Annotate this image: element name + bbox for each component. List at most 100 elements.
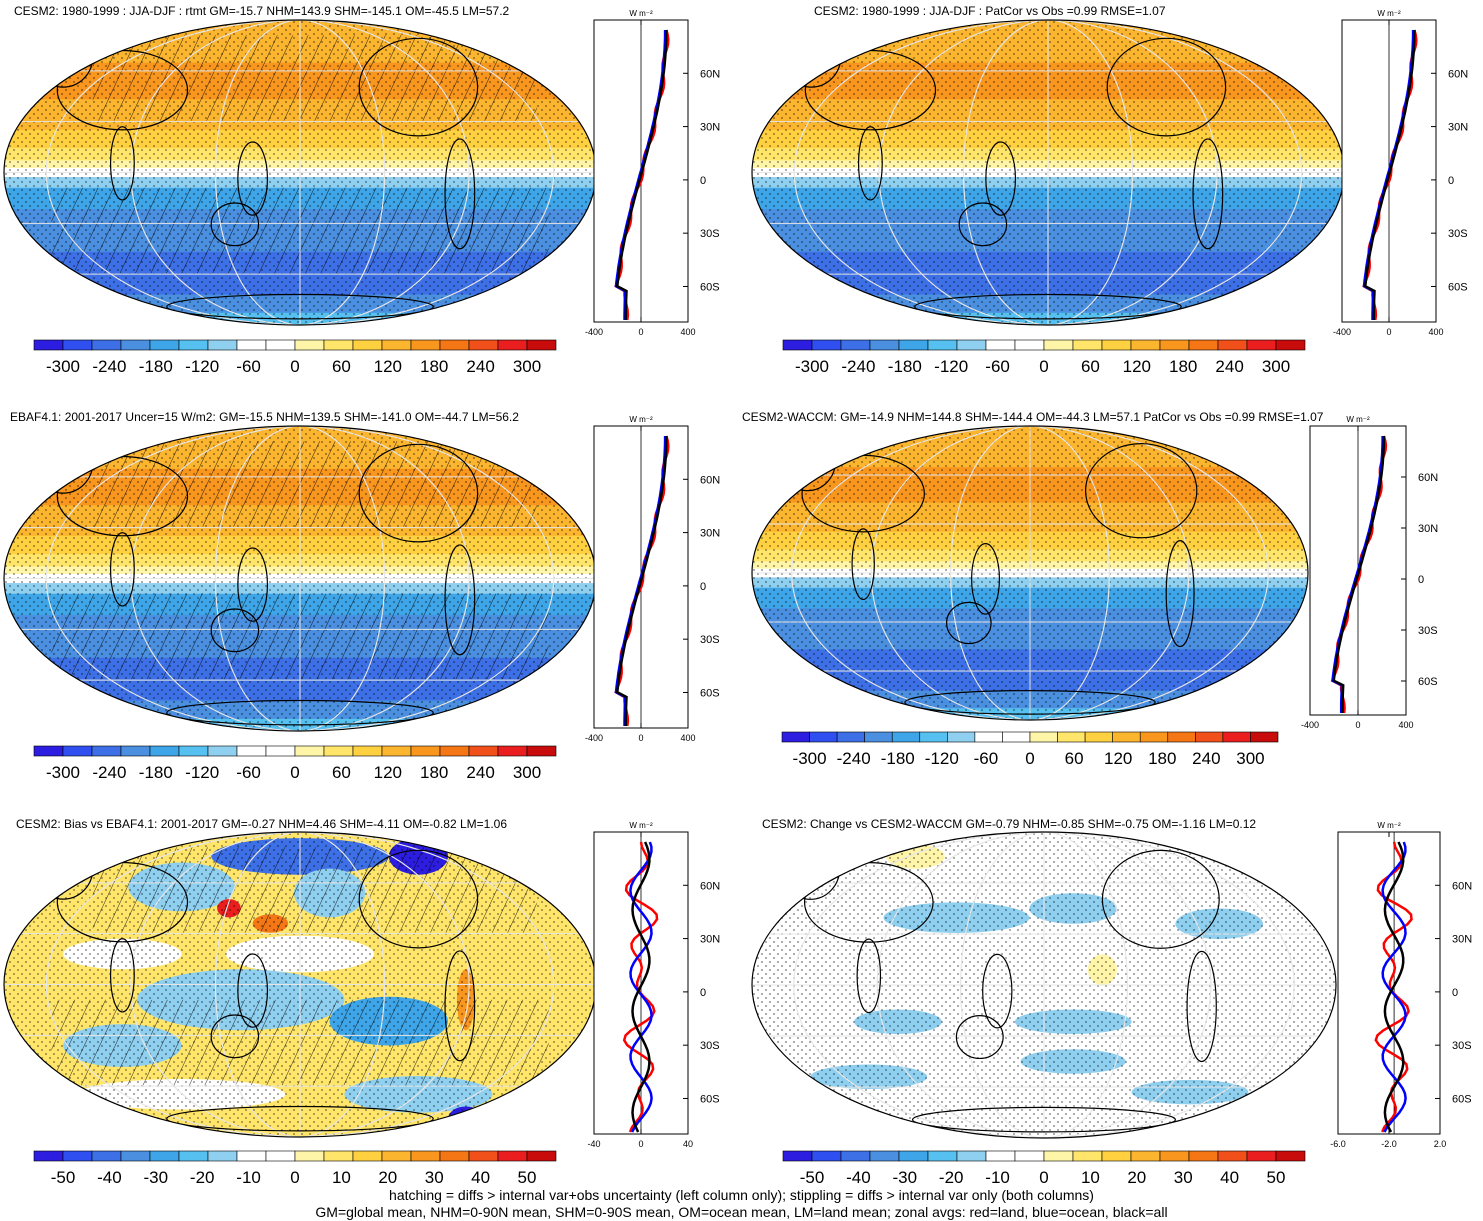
coastline (32, 25, 94, 88)
colorbar-swatch (947, 731, 976, 743)
colorbar-swatch (1159, 1150, 1190, 1162)
colorbar-swatch (956, 1150, 987, 1162)
colorbar-label: -20 (939, 1168, 964, 1187)
zonal-ytick-label: 60S (700, 687, 720, 699)
colorbar-label: 0 (290, 1168, 299, 1187)
colorbar-label: -20 (190, 1168, 215, 1187)
coastline (358, 849, 479, 949)
colorbar-swatch (1072, 339, 1103, 351)
series-all (615, 435, 668, 726)
colorbar-swatch (1130, 1150, 1161, 1162)
colorbar-swatch (91, 339, 122, 351)
graticule-meridian (878, 20, 1218, 325)
colorbar-swatch (323, 745, 354, 757)
colorbar-swatch (985, 339, 1016, 351)
colorbar-swatch (149, 1150, 180, 1162)
zonal-ytick-label: 30S (700, 228, 720, 240)
coastline (109, 126, 135, 201)
colorbar-swatch (781, 731, 810, 743)
colorbar-label: 240 (466, 763, 494, 782)
colorbar-label: 60 (332, 357, 351, 376)
world-map-1 (4, 20, 596, 325)
colorbar-swatch (1101, 1150, 1132, 1162)
colorbar-label: -120 (934, 357, 968, 376)
graticule-meridian (950, 426, 1110, 720)
colorbar-label: 30 (1174, 1168, 1193, 1187)
colorbar-swatch (891, 731, 921, 743)
colorbar-swatch (62, 339, 93, 351)
zonal-xtick-label: 0 (638, 733, 643, 743)
colorbar-swatch (294, 339, 325, 351)
coastline (856, 938, 882, 1014)
colorbar-label: 60 (332, 763, 351, 782)
zonal-unit-label: W m⁻² (629, 821, 653, 830)
colorbar-swatch (840, 1150, 871, 1162)
colorbar-swatch (381, 1150, 412, 1162)
zonal-xtick-label: 2.0 (1434, 1139, 1447, 1149)
series-all (631, 841, 651, 1133)
colorbar-label: 240 (1215, 357, 1243, 376)
zonal-xtick-label: -400 (1333, 327, 1351, 337)
colorbar-label: 180 (1169, 357, 1197, 376)
series-all (1363, 29, 1416, 320)
colorbar-label: -40 (846, 1168, 871, 1187)
colorbar-swatch (1057, 731, 1086, 743)
colorbar-1: -300 -240 -180 -120 -60 0 60 120 180 240 300 (33, 339, 557, 376)
colorbar-label: -60 (974, 749, 999, 768)
colorbar-swatch (1072, 1150, 1103, 1162)
graticule-meridian (214, 20, 386, 325)
colorbar-swatch (1188, 339, 1219, 351)
colorbar-label: 180 (420, 763, 448, 782)
colorbar-label: -240 (92, 357, 126, 376)
colorbar-label: -180 (139, 763, 173, 782)
coastline (166, 699, 434, 726)
zonal-xtick-label: 400 (680, 327, 695, 337)
graticule-meridian (793, 832, 1295, 1138)
colorbar-swatch (1101, 339, 1132, 351)
colorbar-label: -50 (51, 1168, 76, 1187)
colorbar-swatch (1246, 1150, 1277, 1162)
zonal-xtick-label: -400 (585, 327, 603, 337)
zonal-xtick-label: -400 (1301, 720, 1319, 730)
zonal-xtick-label: -400 (585, 733, 603, 743)
zonal-ytick-label: 60S (1418, 676, 1438, 688)
zonal-ytick-label: 60N (700, 68, 720, 80)
colorbar-label: -180 (881, 749, 915, 768)
coastline (851, 528, 875, 601)
zonal-plot-5: W m⁻² -40 0 40 60N 30N 0 30S 60S (587, 821, 720, 1149)
colorbar-swatch (352, 745, 383, 757)
colorbar-swatch (236, 745, 267, 757)
coastline (32, 837, 94, 900)
colorbar-label: 180 (420, 357, 448, 376)
zonal-ytick-label: 0 (700, 175, 706, 187)
coastline (210, 1014, 260, 1059)
zonal-ytick-label: 30N (700, 528, 720, 540)
zonal-ytick-label: 0 (1448, 175, 1454, 187)
zonal-unit-label: W m⁻² (629, 9, 653, 18)
zonal-ytick-label: 30S (700, 1040, 720, 1052)
colorbar-label: 0 (1039, 1168, 1048, 1187)
coastline (1165, 540, 1195, 648)
series-all (615, 29, 668, 320)
colorbar-swatch (207, 339, 238, 351)
zonal-xtick-label: 0 (1355, 720, 1360, 730)
zonal-ytick-label: 30S (700, 634, 720, 646)
world-map-6 (752, 832, 1336, 1138)
coastline (237, 953, 269, 1028)
coastline (237, 141, 269, 216)
colorbar-label: 50 (1267, 1168, 1286, 1187)
map-border-6 (751, 831, 1337, 1139)
coastline (946, 601, 992, 645)
colorbar-label: 40 (1220, 1168, 1239, 1187)
zonal-xtick-label: 400 (1398, 720, 1413, 730)
graticule-meridian (45, 832, 555, 1137)
colorbar-swatch (149, 339, 180, 351)
colorbar-swatch (323, 1150, 354, 1162)
colorbar-swatch (811, 1150, 842, 1162)
colorbar-swatch (149, 745, 180, 757)
zonal-ytick-label: 60N (700, 880, 720, 892)
colorbar-label: 0 (1039, 357, 1048, 376)
colorbar-swatch (62, 745, 93, 757)
colorbar-label: 300 (1262, 357, 1290, 376)
